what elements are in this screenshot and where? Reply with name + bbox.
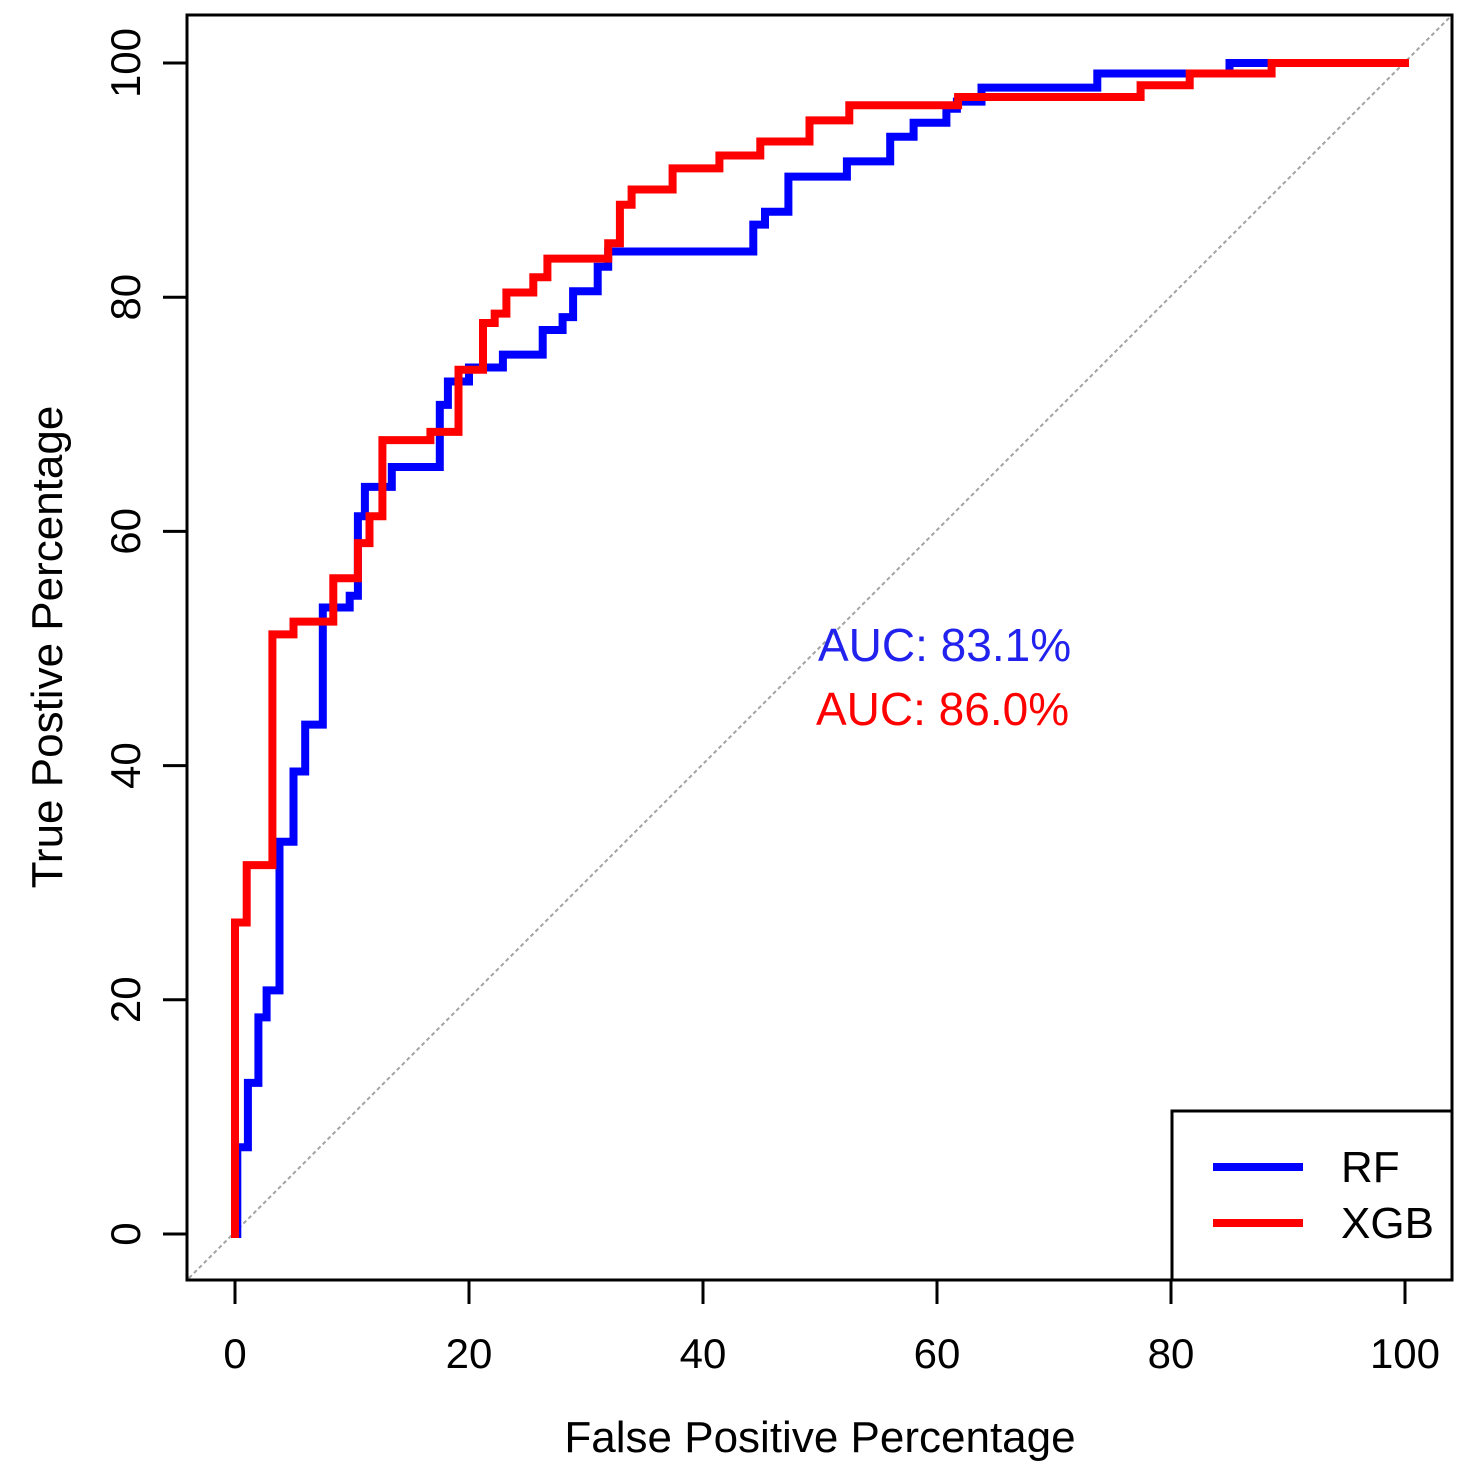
plot-border (185, 13, 1454, 1282)
axis-ticks: 0 20 40 60 80 100 0 20 40 60 80 100 (102, 28, 1440, 1377)
auc-annotation-xgb: AUC: 86.0% (816, 683, 1069, 735)
roc-curves (231, 59, 1409, 1238)
legend: RF XGB (1170, 1109, 1454, 1282)
diagonal-reference-line (188, 16, 1451, 1279)
x-tick-label: 20 (446, 1330, 493, 1377)
auc-annotation-rf: AUC: 83.1% (818, 619, 1071, 671)
legend-label-xgb: XGB (1341, 1199, 1434, 1248)
legend-box (1170, 1109, 1454, 1282)
y-tick-label: 100 (102, 28, 149, 98)
y-axis-title: True Postive Percentage (23, 406, 72, 889)
x-tick-label: 40 (680, 1330, 727, 1377)
xgb-curve (231, 59, 1409, 1238)
y-tick-label: 60 (102, 508, 149, 555)
y-tick-label: 80 (102, 274, 149, 321)
x-tick-label: 100 (1370, 1330, 1440, 1377)
legend-label-rf: RF (1341, 1143, 1400, 1192)
x-axis-title: False Positive Percentage (564, 1413, 1075, 1462)
y-tick-label: 40 (102, 742, 149, 789)
x-tick-label: 80 (1148, 1330, 1195, 1377)
y-tick-label: 20 (102, 976, 149, 1023)
x-tick-label: 60 (914, 1330, 961, 1377)
y-tick-label: 0 (102, 1222, 149, 1245)
rf-curve (233, 59, 1409, 1238)
x-tick-label: 0 (223, 1330, 246, 1377)
